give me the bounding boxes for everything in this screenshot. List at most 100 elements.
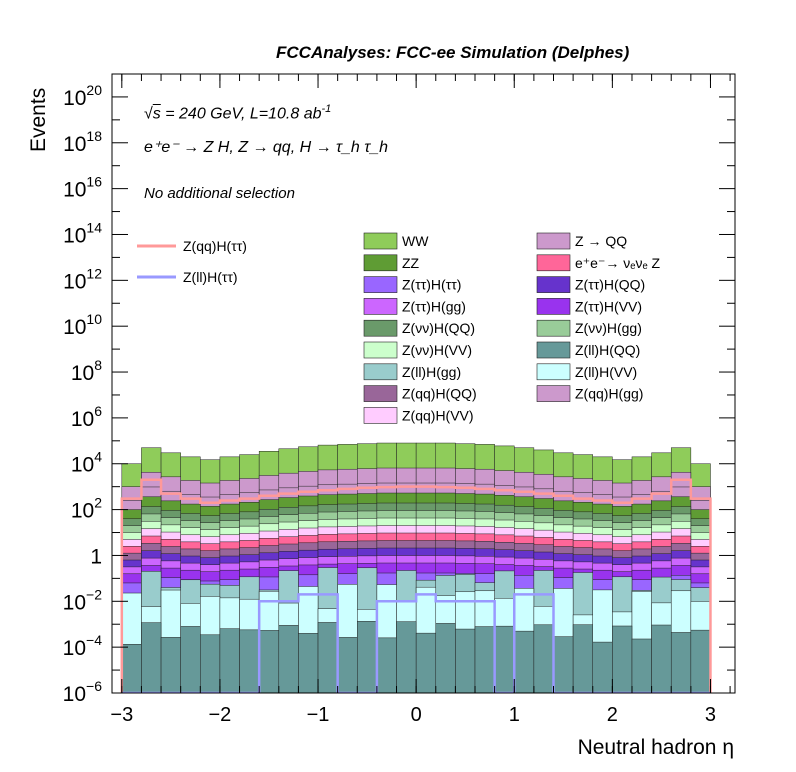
legend-swatch	[536, 385, 571, 402]
legend-swatch	[363, 385, 398, 402]
stack-bar	[533, 624, 554, 693]
stack-bar	[631, 638, 652, 693]
x-tick-label: −1	[307, 704, 330, 726]
selection-annotation: No additional selection	[144, 185, 295, 202]
stack-bar	[180, 626, 201, 693]
legend-label: Z(ττ)H(QQ)	[575, 277, 645, 293]
plot-frame	[111, 73, 736, 694]
y-tick-label: 1	[90, 545, 102, 568]
legend-label: Z(ττ)H(gg)	[402, 298, 466, 314]
y-tick-label: 10−4	[63, 632, 103, 660]
y-tick-label: 104	[71, 449, 102, 477]
energy-annotation: √s = 240 GeV, L=10.8 ab-1	[144, 103, 332, 123]
x-tick-label: 3	[705, 704, 716, 726]
legend-swatch	[363, 319, 398, 337]
legend-swatch	[363, 341, 398, 359]
legend-label: WW	[402, 233, 429, 249]
stack-bar	[239, 629, 260, 693]
legend-label: Z(ττ)H(ττ)	[402, 277, 461, 293]
stack-bar	[455, 628, 476, 693]
x-tick-label: 0	[411, 704, 422, 726]
legend-label: Z(ll)H(QQ)	[575, 342, 640, 358]
legend-line-label: Z(qq)H(ττ)	[183, 238, 247, 254]
legend-swatch	[363, 276, 398, 293]
legend-label: Z(νν)H(gg)	[575, 320, 642, 336]
y-tick-label: 1014	[63, 219, 102, 247]
y-tick-label: 1016	[63, 174, 102, 202]
stack-bar	[435, 623, 456, 693]
legend-label: Z(qq)H(VV)	[402, 407, 474, 423]
x-tick-label: −2	[209, 704, 232, 726]
signal-line-ll	[121, 593, 711, 693]
y-axis-label: Events	[27, 88, 50, 152]
stacked-histogram	[121, 442, 711, 693]
stack-bar	[121, 644, 142, 693]
legend-swatch	[363, 232, 398, 250]
stack-bar	[494, 625, 515, 693]
stack-bar	[474, 626, 495, 693]
legend-label: Z(qq)H(gg)	[575, 386, 643, 402]
stack-bar	[670, 632, 692, 693]
stack-bar	[612, 625, 633, 693]
signal-lines	[120, 478, 712, 693]
stack-bar	[298, 633, 319, 693]
legend-label: Z → QQ	[575, 233, 627, 249]
legend-swatch	[536, 341, 571, 359]
x-axis-label: Neutral hadron η	[578, 736, 734, 759]
legend-swatch	[536, 298, 571, 315]
legend-swatch	[363, 407, 398, 424]
legend-label: Z(νν)H(VV)	[402, 342, 472, 358]
chart-title: FCCAnalyses: FCC-ee Simulation (Delphes)	[276, 43, 630, 62]
stack-bar	[200, 634, 221, 693]
legend-label: Z(νν)H(QQ)	[402, 320, 475, 336]
x-tick-label: 1	[509, 704, 520, 726]
stack-bar	[690, 629, 711, 693]
process-annotation: e⁺e⁻ → Z H, Z → qq, H → τ_h τ_h	[144, 139, 389, 156]
axes: −3 −2 −1 0 1 2 3 10−6 10−4 10−2 1 102 104 106 108 1010 1…	[63, 74, 735, 726]
signal-line-qq	[120, 478, 712, 693]
stack-bar	[160, 637, 181, 693]
y-tick-label: 10−6	[63, 678, 103, 706]
stack-bar	[376, 637, 397, 693]
stack-bar	[553, 636, 574, 693]
legend-swatch	[363, 298, 398, 315]
x-tick-label: 2	[607, 704, 618, 726]
y-tick-label: 106	[71, 403, 102, 431]
legend-label: Z(ll)H(VV)	[575, 364, 637, 380]
legend-swatch	[363, 363, 398, 381]
legend-swatch	[536, 319, 571, 337]
stack-bar	[141, 622, 162, 693]
energy-text: = 240 GeV, L=10.8 ab	[160, 105, 322, 123]
stack-bar	[258, 630, 280, 693]
legend-swatch	[363, 254, 398, 272]
legend-label: Z(ττ)H(VV)	[575, 298, 642, 314]
legend-label: e⁺e⁻→ νₑνₑ Z	[575, 255, 661, 271]
legend-swatch	[536, 363, 571, 381]
y-tick-label: 1012	[63, 265, 102, 293]
stack-bar	[317, 622, 338, 693]
stack-bar	[357, 621, 378, 693]
stack-bar	[592, 641, 613, 693]
stack-bar	[337, 637, 358, 693]
legend-swatch	[536, 254, 571, 272]
legend-swatch	[536, 232, 571, 250]
stack-bar	[651, 624, 672, 693]
energy-sup: -1	[321, 103, 332, 115]
legend-label: Z(qq)H(QQ)	[402, 386, 477, 402]
legend: Z(qq)H(ττ) Z(ll)H(ττ) WW ZZ Z(ττ)H(ττ) Z(ττ)H…	[137, 232, 661, 424]
sqrt-s-symbol: s	[152, 105, 161, 123]
stack-bar	[415, 632, 437, 693]
stack-bar	[396, 621, 417, 693]
y-tick-label: 1018	[63, 128, 102, 156]
x-tick-label: −3	[110, 704, 133, 726]
y-tick-label: 1010	[63, 311, 102, 339]
legend-label: ZZ	[402, 255, 420, 271]
legend-label: Z(ll)H(gg)	[402, 364, 461, 380]
y-tick-label: 10−2	[63, 586, 103, 614]
y-tick-label: 102	[71, 495, 102, 523]
y-tick-label: 108	[71, 357, 102, 385]
stack-bar	[572, 624, 593, 693]
legend-line-label: Z(ll)H(ττ)	[183, 269, 238, 285]
stack-bar	[219, 628, 240, 693]
